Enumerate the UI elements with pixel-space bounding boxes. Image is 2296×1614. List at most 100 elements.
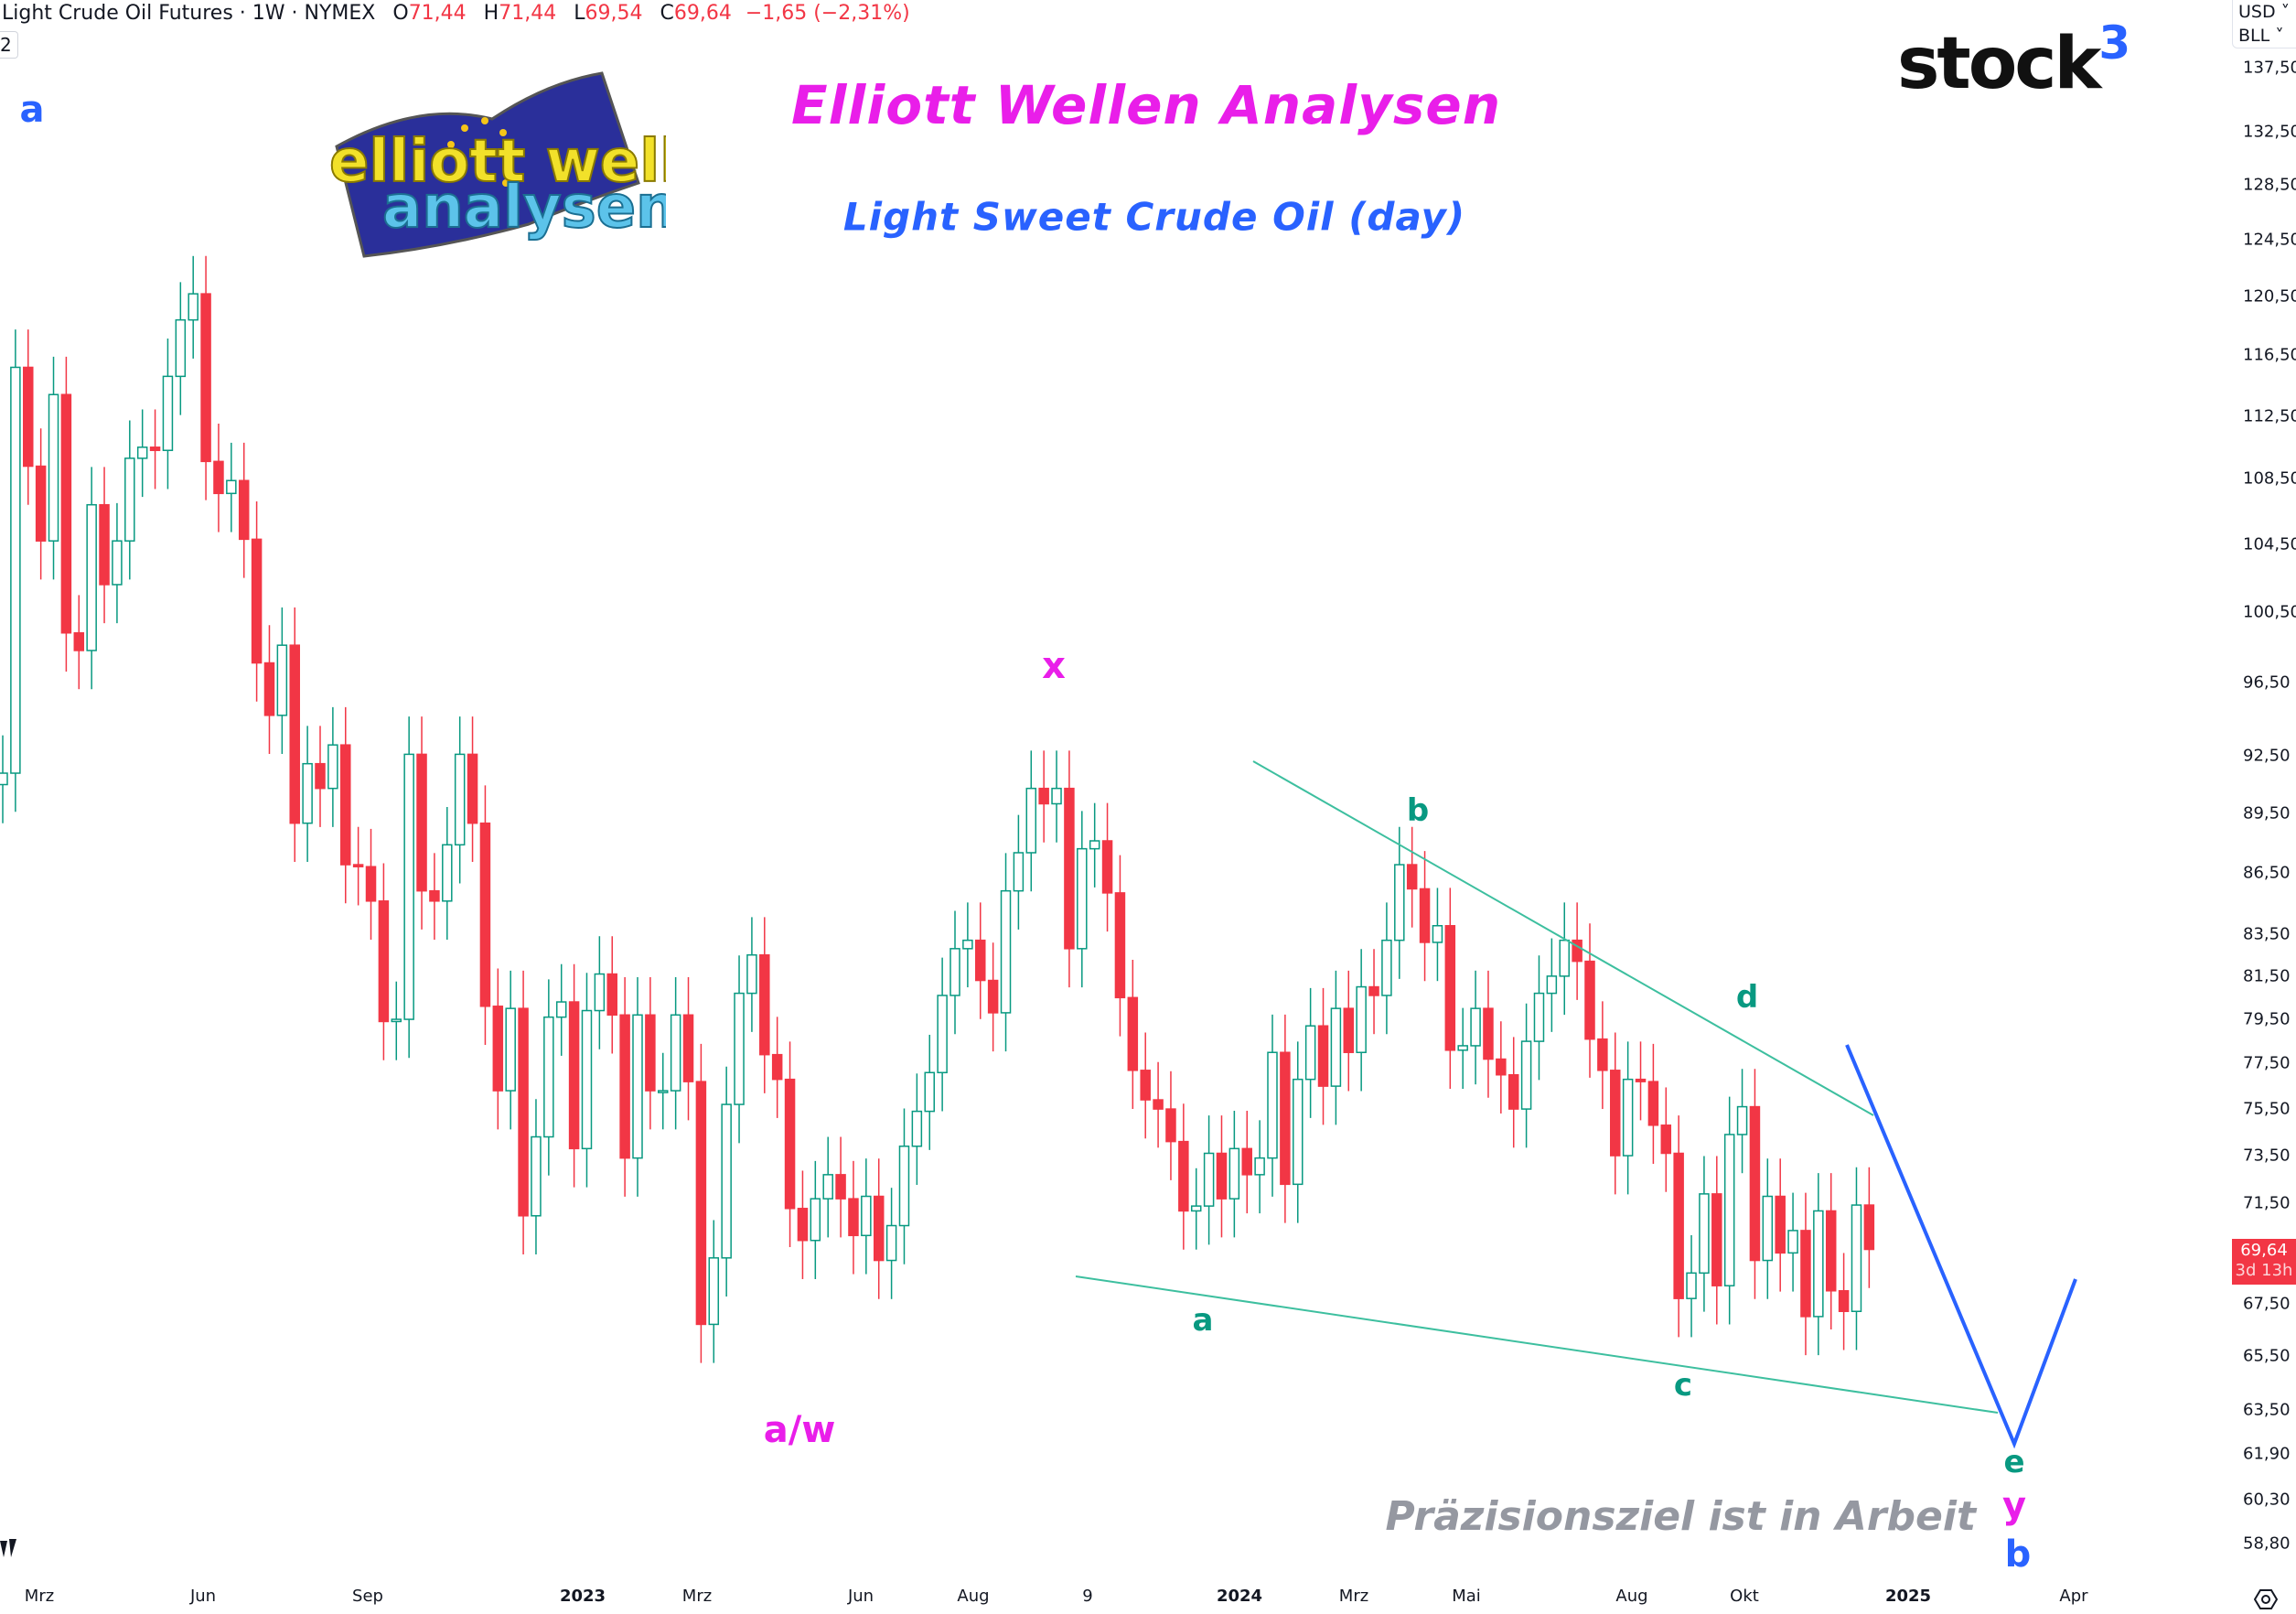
candle	[60, 356, 72, 672]
price-axis-label: 61,90	[2243, 1444, 2291, 1464]
bar-countdown: 3d 13h	[2235, 1261, 2293, 1280]
candle	[403, 716, 414, 1059]
candle-body	[251, 538, 263, 664]
price-axis-label: 128,50	[2243, 175, 2296, 195]
candle-body	[1394, 864, 1405, 942]
candle-body	[1304, 1025, 1316, 1081]
projection-path[interactable]	[1845, 1044, 2077, 1449]
candle-body	[175, 318, 187, 378]
candle-body	[1457, 1045, 1468, 1051]
candle-body	[124, 457, 135, 542]
candle-body	[581, 1009, 593, 1150]
candle	[797, 1170, 809, 1279]
price-axis-label: 63,50	[2243, 1400, 2291, 1420]
price-axis-label: 124,50	[2243, 230, 2296, 250]
price-chart[interactable]	[0, 0, 2223, 1579]
candle	[454, 716, 466, 884]
candle-body	[1444, 925, 1456, 1051]
change-value: −1,65 (−2,31%)	[745, 2, 910, 25]
candle-body	[1064, 787, 1075, 950]
candle-body	[1228, 1147, 1240, 1200]
candle	[1330, 970, 1342, 1125]
candle-body	[162, 375, 174, 451]
wave-label-y: y	[2001, 1485, 2027, 1527]
candle-body	[1241, 1147, 1252, 1176]
symbol-title[interactable]: Light Crude Oil Futures · 1W · NYMEX	[2, 2, 376, 25]
wave-label-b-blue: b	[2004, 1533, 2032, 1576]
candle	[1749, 1069, 1761, 1299]
price-axis-label: 96,50	[2243, 672, 2291, 693]
candle-body	[226, 479, 237, 495]
candle	[1838, 1253, 1850, 1350]
candle-body	[1533, 992, 1545, 1042]
candle	[670, 976, 681, 1130]
time-axis-label: Aug	[957, 1587, 990, 1606]
candle	[924, 1034, 935, 1150]
candle-body	[898, 1146, 910, 1227]
wave-label-a-teal: a	[1192, 1302, 1214, 1339]
candle	[822, 1136, 833, 1238]
price-axis-label: 89,50	[2243, 803, 2291, 823]
candle-body	[619, 1014, 630, 1159]
candle-body	[873, 1195, 885, 1262]
candle-body	[950, 948, 960, 996]
candle-body	[695, 1081, 707, 1326]
candle	[23, 329, 34, 505]
candle-body	[1077, 847, 1088, 950]
candle	[1736, 1069, 1748, 1174]
candle	[188, 255, 198, 359]
candle	[531, 1099, 542, 1255]
candle-body	[555, 1001, 567, 1018]
tradingview-logo-icon[interactable]	[0, 1537, 18, 1563]
candle-body	[1775, 1195, 1786, 1254]
candle	[835, 1136, 846, 1238]
candle-body	[885, 1224, 897, 1262]
upper-trendline[interactable]	[1252, 760, 1874, 1116]
candle-body	[1673, 1152, 1684, 1299]
candle	[1686, 1235, 1697, 1338]
candle	[1584, 923, 1595, 1078]
candle	[771, 1017, 783, 1118]
candle-body	[1190, 1205, 1202, 1212]
price-axis-label: 92,50	[2243, 746, 2291, 766]
candle	[1051, 750, 1062, 843]
candle-body	[136, 447, 148, 459]
price-axis-label: 100,50	[2243, 602, 2296, 622]
candle	[1699, 1156, 1710, 1312]
last-price-value: 69,64	[2240, 1241, 2288, 1260]
candle	[1622, 1041, 1634, 1195]
candle-body	[1013, 852, 1025, 892]
candle-body	[645, 1014, 656, 1092]
indicator-collapse-button[interactable]: 2	[0, 31, 18, 59]
candle-body	[1483, 1007, 1494, 1060]
time-axis-label: 2025	[1884, 1587, 1932, 1606]
candle-body	[518, 1007, 529, 1217]
time-axis[interactable]: Mrz Jun Sep 2023 Mrz Jun Aug 9 2024 Mrz Mai Aug Okt 2…	[0, 1579, 2223, 1614]
price-axis-label: 65,50	[2243, 1346, 2291, 1366]
settings-icon[interactable]	[2253, 1588, 2279, 1614]
candle-body	[1660, 1124, 1672, 1155]
candle-body	[1470, 1007, 1481, 1047]
currency-select[interactable]: USD ˅	[2238, 2, 2291, 22]
currency-unit-selector[interactable]: USD ˅ BLL ˅	[2232, 0, 2296, 48]
candle	[73, 595, 85, 690]
candle	[594, 936, 606, 1049]
unit-select[interactable]: BLL ˅	[2238, 26, 2284, 46]
candle	[1038, 750, 1049, 843]
candle-body	[784, 1078, 796, 1210]
price-axis[interactable]: 137,50 132,50 128,50 124,50 120,50 116,50 112,…	[2223, 0, 2296, 1614]
candle-body	[442, 844, 453, 902]
candle	[1101, 802, 1113, 932]
candle	[606, 936, 617, 1054]
candle	[112, 502, 123, 624]
candle-body	[1507, 1073, 1519, 1110]
candle	[1711, 1156, 1722, 1325]
candle-body	[302, 762, 313, 824]
candle	[1165, 1071, 1176, 1180]
candle-body	[188, 293, 198, 321]
candle-body	[1572, 939, 1583, 963]
candle	[1127, 959, 1139, 1110]
candle-body	[492, 1006, 504, 1092]
lower-trendline[interactable]	[1075, 1275, 1999, 1414]
candle-body	[1101, 840, 1113, 894]
